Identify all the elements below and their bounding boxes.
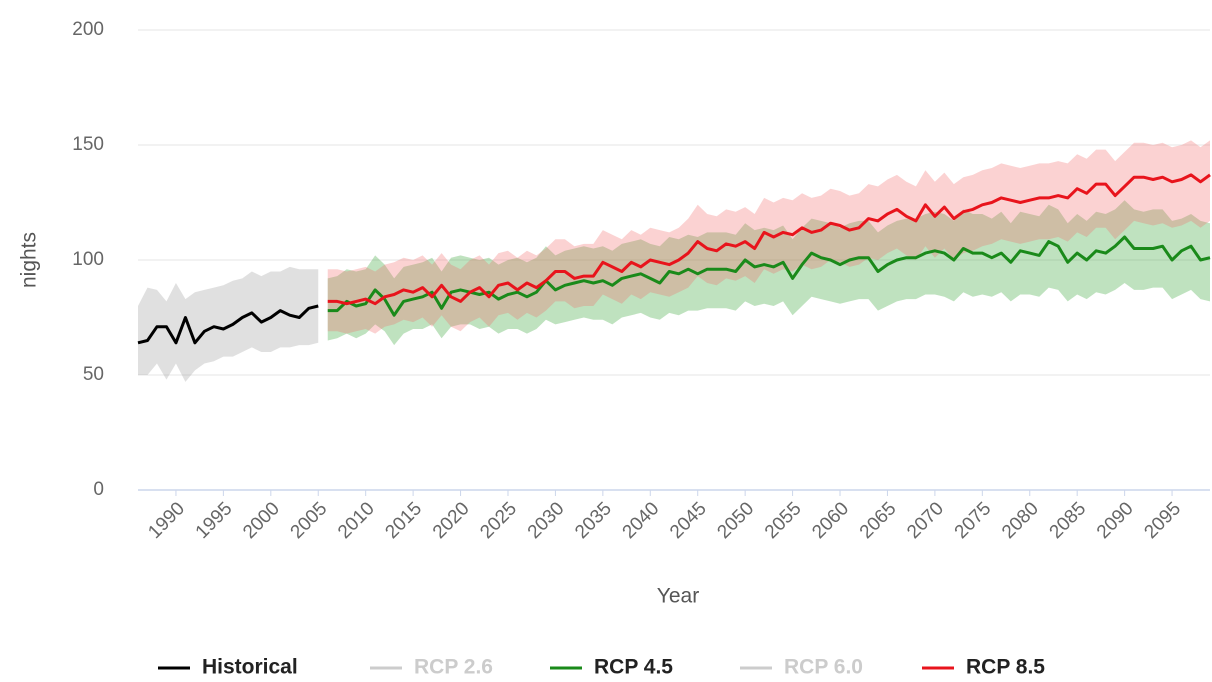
x-tick-label: 1990 <box>144 498 189 543</box>
x-tick-label: 1995 <box>192 498 237 543</box>
legend-label: Historical <box>202 656 298 679</box>
x-tick-label: 2050 <box>713 498 758 543</box>
bands <box>138 140 1211 382</box>
x-tick-label: 2095 <box>1140 498 1185 543</box>
y-axis-label: nights <box>18 232 41 288</box>
range-band <box>327 200 1211 346</box>
x-tick-label: 2025 <box>476 498 521 543</box>
x-tick-label: 2055 <box>761 498 806 543</box>
legend-item[interactable]: RCP 6.0 <box>740 656 863 679</box>
legend-label: RCP 6.0 <box>784 656 863 679</box>
x-tick-label: 2005 <box>287 498 332 543</box>
x-tick-label: 2075 <box>951 498 996 543</box>
legend-label: RCP 8.5 <box>966 656 1045 679</box>
x-tick-label: 2010 <box>334 498 379 543</box>
series-line <box>137 304 319 345</box>
x-tick-label: 2015 <box>381 498 426 543</box>
y-tick-label: 100 <box>72 249 104 270</box>
legend-label: RCP 4.5 <box>594 656 673 679</box>
y-tick-label: 200 <box>72 19 104 40</box>
legend-item[interactable]: Historical <box>158 656 298 679</box>
y-tick-label: 0 <box>93 479 104 500</box>
range-band <box>327 140 1211 334</box>
x-tick-label: 2085 <box>1046 498 1091 543</box>
x-tick-label: 2035 <box>571 498 616 543</box>
x-tick-label: 2040 <box>619 498 664 543</box>
x-axis-label: Year <box>657 585 699 608</box>
x-tick-label: 2000 <box>239 498 284 543</box>
legend-item[interactable]: RCP 8.5 <box>922 656 1045 679</box>
x-tick-label: 2060 <box>808 498 853 543</box>
x-tick-label: 2045 <box>666 498 711 543</box>
x-tick-label: 2070 <box>903 498 948 543</box>
legend-item[interactable]: RCP 4.5 <box>550 656 673 679</box>
x-tick-label: 2065 <box>856 498 901 543</box>
y-tick-label: 50 <box>83 364 104 385</box>
legend-label: RCP 2.6 <box>414 656 493 679</box>
legend-item[interactable]: RCP 2.6 <box>370 656 493 679</box>
range-band <box>138 266 319 382</box>
series-line <box>327 173 1211 306</box>
series-line <box>327 235 1211 317</box>
x-tick-label: 2030 <box>524 498 569 543</box>
lines <box>137 173 1211 345</box>
y-tick-label: 150 <box>72 134 104 155</box>
x-tick-label: 2080 <box>998 498 1043 543</box>
x-tick-label: 2090 <box>1093 498 1138 543</box>
x-tick-label: 2020 <box>429 498 474 543</box>
